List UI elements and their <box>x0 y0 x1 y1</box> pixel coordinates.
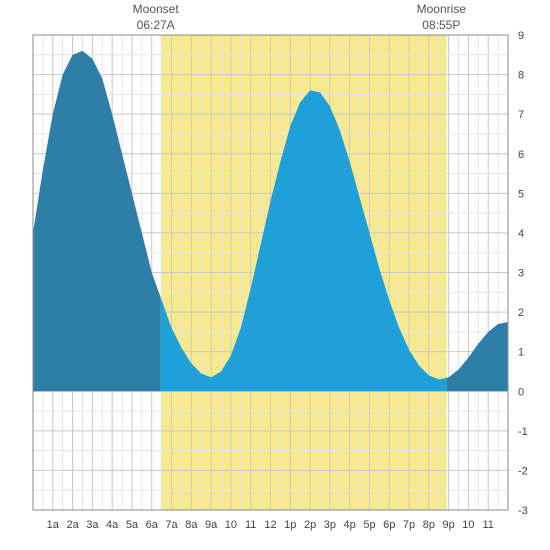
svg-text:4a: 4a <box>106 519 119 531</box>
moonset-title: Moonset <box>133 2 179 16</box>
svg-text:3: 3 <box>518 268 524 280</box>
svg-text:2a: 2a <box>66 519 79 531</box>
svg-text:-2: -2 <box>518 465 528 477</box>
svg-text:2: 2 <box>518 307 524 319</box>
svg-text:5a: 5a <box>126 519 139 531</box>
svg-text:11: 11 <box>482 519 493 531</box>
svg-text:10: 10 <box>462 519 474 531</box>
svg-text:6: 6 <box>518 149 524 161</box>
moonset-label: Moonset 06:27A <box>133 2 179 33</box>
svg-text:1p: 1p <box>284 519 296 531</box>
svg-text:1a: 1a <box>47 519 60 531</box>
svg-text:0: 0 <box>518 386 524 398</box>
svg-text:5: 5 <box>518 188 524 200</box>
chart-svg: -3-2-101234567891a2a3a4a5a6a7a8a9a101112… <box>0 0 550 550</box>
svg-text:1: 1 <box>518 347 524 359</box>
svg-text:5p: 5p <box>363 519 375 531</box>
svg-text:7a: 7a <box>165 519 178 531</box>
svg-text:9p: 9p <box>443 519 455 531</box>
moonset-time: 06:27A <box>137 18 175 32</box>
svg-text:12: 12 <box>264 519 276 531</box>
moonrise-time: 08:55P <box>422 18 460 32</box>
svg-text:-3: -3 <box>518 505 528 517</box>
svg-text:9a: 9a <box>205 519 218 531</box>
svg-text:8: 8 <box>518 70 524 82</box>
svg-text:4: 4 <box>518 228 524 240</box>
svg-text:6a: 6a <box>146 519 159 531</box>
moonrise-label: Moonrise 08:55P <box>417 2 466 33</box>
svg-text:2p: 2p <box>304 519 316 531</box>
svg-text:7p: 7p <box>403 519 415 531</box>
svg-text:3a: 3a <box>86 519 99 531</box>
svg-text:4p: 4p <box>344 519 356 531</box>
svg-text:10: 10 <box>225 519 237 531</box>
svg-text:6p: 6p <box>383 519 395 531</box>
svg-text:8p: 8p <box>423 519 435 531</box>
svg-text:11: 11 <box>245 519 256 531</box>
svg-text:8a: 8a <box>185 519 198 531</box>
svg-text:9: 9 <box>518 30 524 42</box>
svg-text:3p: 3p <box>324 519 336 531</box>
moonrise-title: Moonrise <box>417 2 466 16</box>
svg-text:-1: -1 <box>518 426 528 438</box>
svg-text:7: 7 <box>518 109 524 121</box>
tide-chart: { "chart": { "type": "area", "width": 55… <box>0 0 550 550</box>
